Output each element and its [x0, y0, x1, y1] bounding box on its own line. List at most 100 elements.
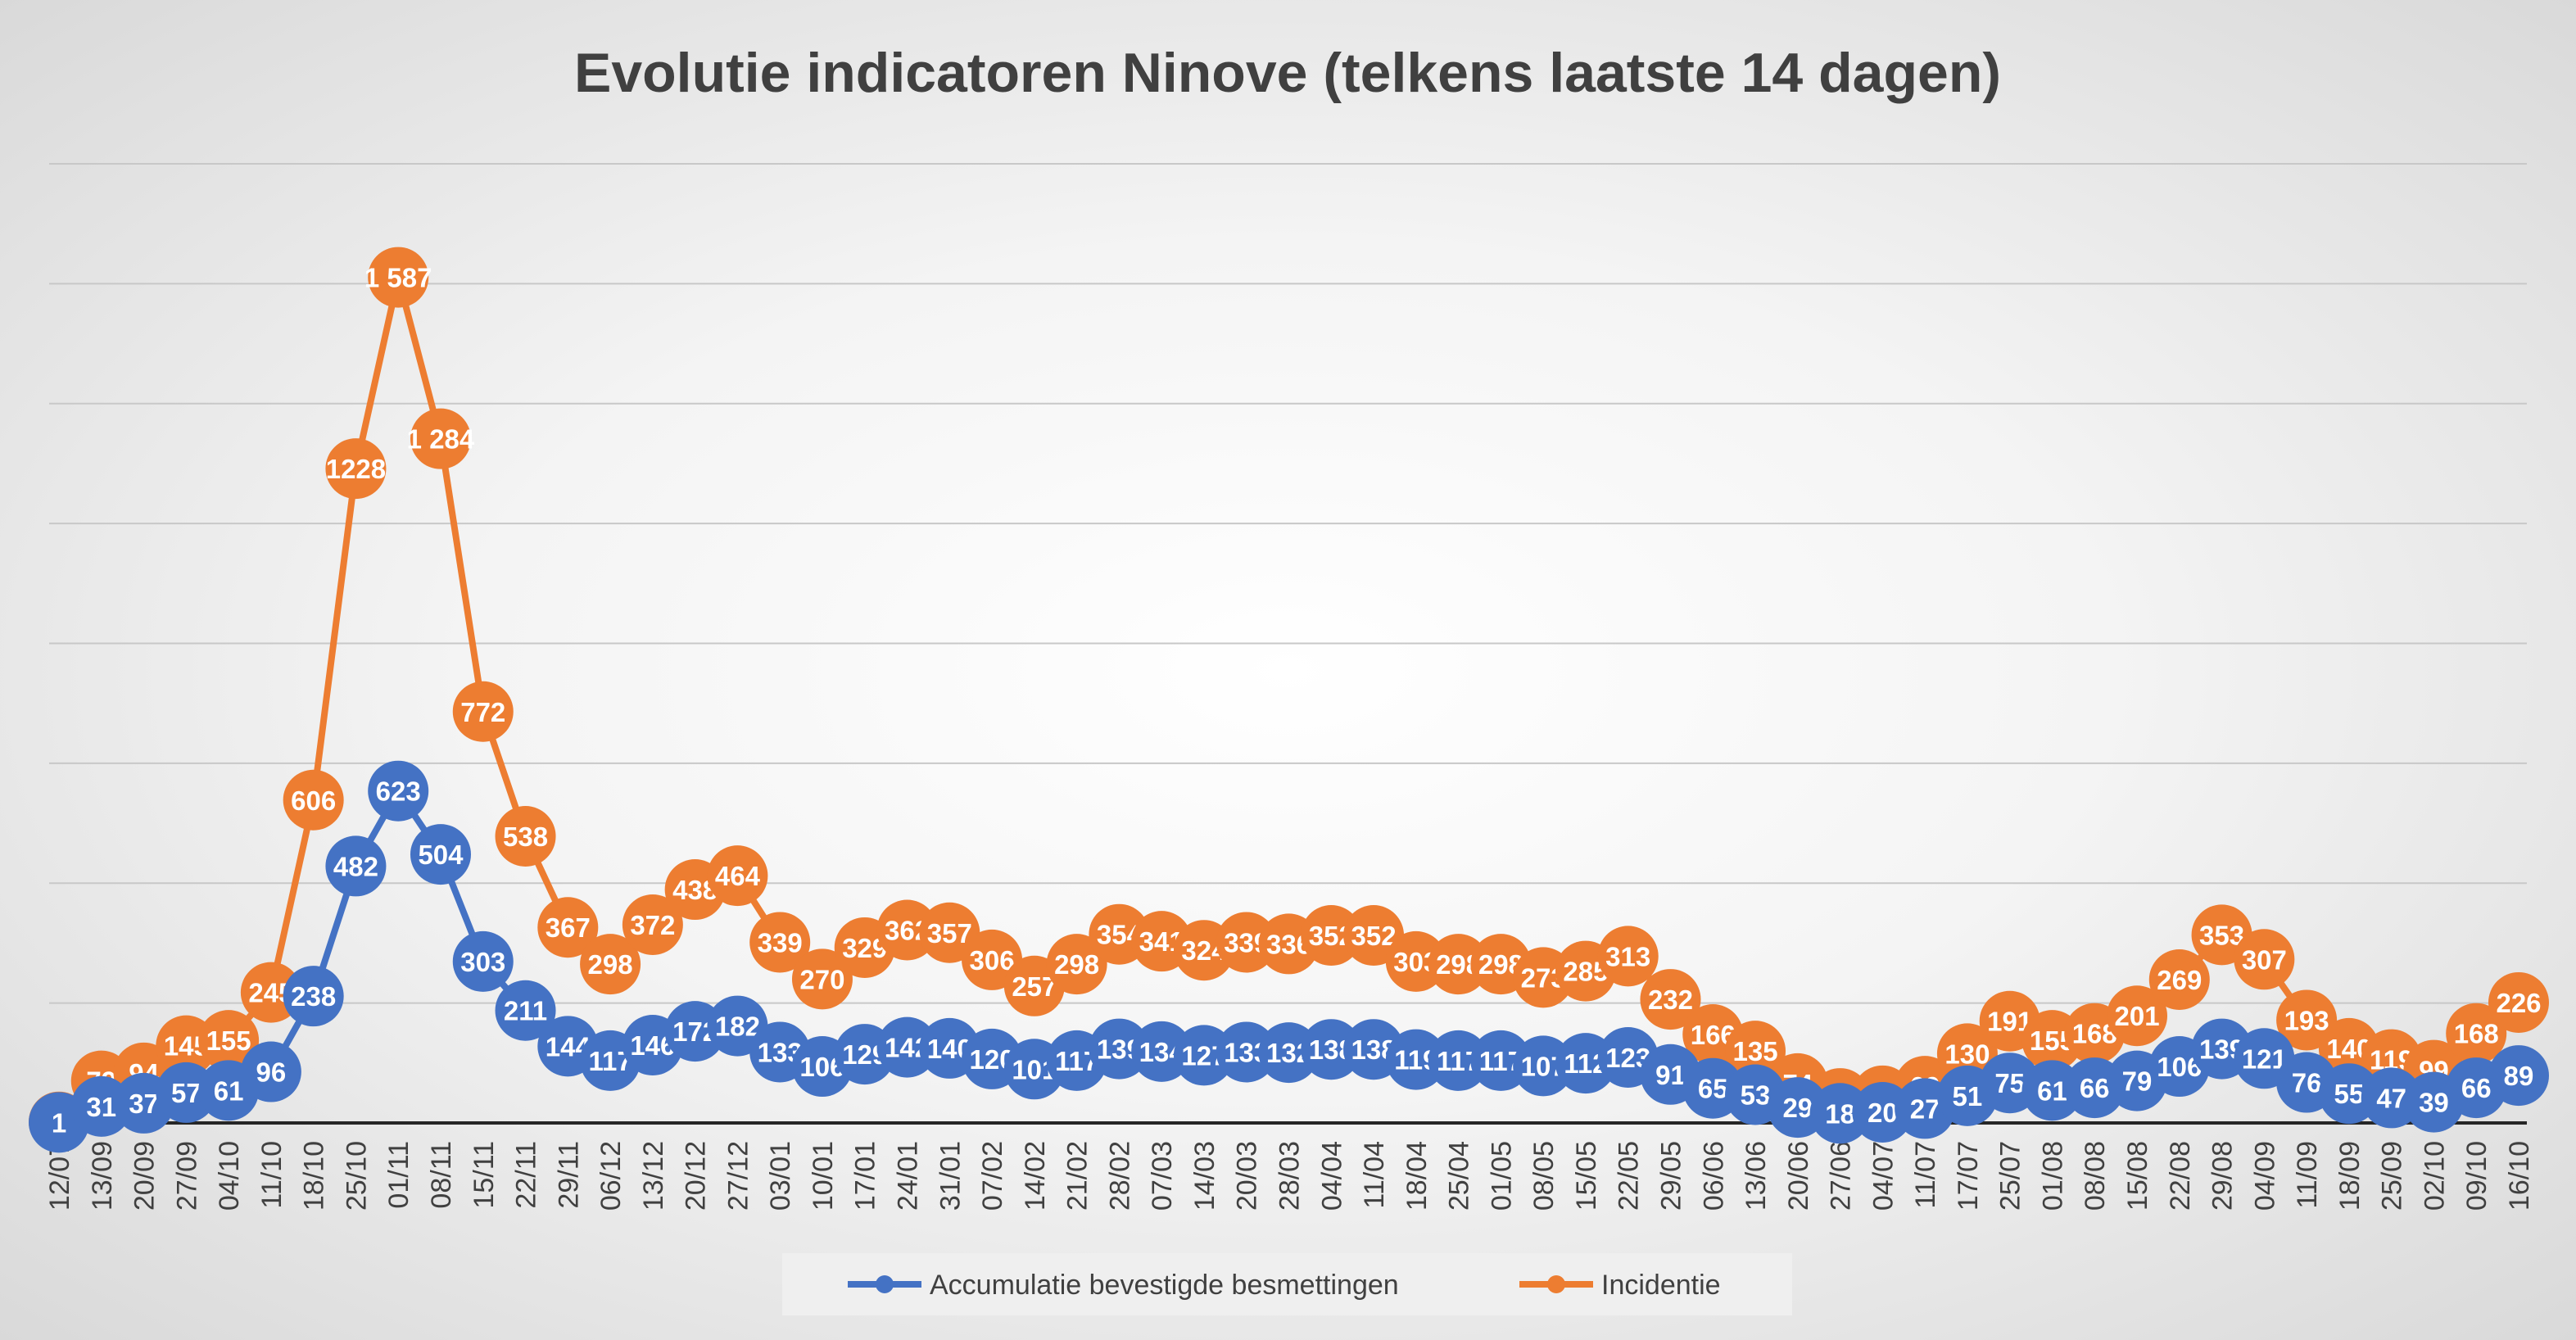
data-point — [580, 934, 641, 995]
data-point — [537, 897, 599, 958]
data-label: 357 — [927, 918, 972, 948]
data-label: 303 — [460, 947, 505, 977]
x-tick-label: 25/07 — [1995, 1141, 2026, 1211]
data-point — [495, 806, 556, 867]
legend: Accumulatie bevestigde besmettingen Inci… — [782, 1253, 1792, 1315]
x-tick-label: 04/09 — [2249, 1141, 2280, 1211]
x-tick-label: 16/10 — [2504, 1141, 2535, 1211]
data-point — [452, 930, 514, 992]
data-label: 270 — [799, 964, 844, 994]
data-point — [410, 824, 471, 885]
x-tick-label: 29/11 — [553, 1141, 584, 1209]
x-tick-label: 18/09 — [2334, 1141, 2365, 1211]
data-label: 772 — [460, 697, 505, 727]
data-label: 307 — [2242, 944, 2287, 975]
data-label: 193 — [2284, 1005, 2329, 1035]
x-tick-label: 17/07 — [1953, 1141, 1984, 1211]
data-label: 168 — [2454, 1019, 2499, 1049]
x-tick-label: 14/03 — [1189, 1141, 1220, 1211]
x-tick-label: 22/11 — [511, 1141, 542, 1209]
x-tick-label: 09/10 — [2461, 1141, 2492, 1211]
x-tick-label: 25/10 — [341, 1141, 372, 1211]
series-0-points: 131 37 57 619623848262350430321114411714617… — [29, 760, 2549, 1153]
data-point — [368, 760, 429, 822]
data-point — [2148, 949, 2210, 1011]
data-label: 79 — [2122, 1066, 2153, 1097]
data-point — [2446, 1003, 2507, 1064]
legend-swatch-marker-incidentie — [1547, 1275, 1565, 1293]
data-point — [1640, 969, 1701, 1030]
data-point — [368, 247, 429, 308]
data-label: 29 — [1782, 1093, 1813, 1123]
data-label: 66 — [2080, 1073, 2110, 1103]
x-tick-label: 28/03 — [1274, 1141, 1306, 1211]
data-point — [452, 681, 514, 742]
data-label: 37 — [129, 1089, 159, 1119]
x-tick-label: 29/05 — [1655, 1141, 1686, 1211]
data-point — [1046, 934, 1107, 995]
data-label: 61 — [2037, 1075, 2067, 1106]
data-point — [198, 1010, 260, 1071]
data-label: 31 — [86, 1092, 116, 1122]
data-label: 61 — [214, 1075, 244, 1106]
data-label: 623 — [376, 776, 421, 807]
x-tick-label: 10/01 — [808, 1141, 839, 1211]
x-tick-label: 01/11 — [383, 1141, 414, 1209]
data-label: 121 — [2242, 1043, 2287, 1074]
data-point — [876, 1016, 938, 1078]
data-label: 201 — [2114, 1001, 2159, 1031]
data-label: 130 — [1944, 1039, 1990, 1069]
x-tick-label: 02/10 — [2419, 1141, 2450, 1211]
x-tick-label: 28/02 — [1104, 1141, 1135, 1211]
gridlines — [49, 163, 2527, 1125]
data-label: 1 — [52, 1107, 66, 1138]
x-tick-label: 20/06 — [1783, 1141, 1814, 1211]
x-tick-label: 20/12 — [681, 1141, 712, 1211]
data-label: 51 — [1953, 1081, 1983, 1111]
x-tick-label: 01/08 — [2037, 1141, 2068, 1211]
x-tick-label: 08/11 — [426, 1141, 457, 1209]
data-label: 75 — [1994, 1068, 2025, 1098]
data-label: 182 — [715, 1012, 760, 1042]
data-label: 464 — [715, 861, 761, 891]
x-tick-label: 20/09 — [129, 1141, 161, 1211]
data-label: 226 — [2496, 988, 2541, 1018]
x-tick-label: 13/06 — [1741, 1141, 1772, 1211]
data-label: 135 — [1733, 1036, 1778, 1066]
data-label: 269 — [2157, 965, 2202, 995]
data-label: 232 — [1648, 985, 1693, 1015]
x-tick-label: 01/05 — [1486, 1141, 1517, 1211]
x-tick-label: 15/05 — [1571, 1141, 1602, 1211]
data-label: 1 284 — [407, 424, 475, 455]
data-label: 39 — [2419, 1088, 2449, 1118]
x-tick-label: 08/08 — [2080, 1141, 2111, 1211]
x-tick-label: 27/09 — [171, 1141, 202, 1211]
data-label: 57 — [171, 1078, 201, 1108]
data-label: 27 — [1910, 1093, 1940, 1124]
data-label: 1 587 — [364, 263, 432, 293]
data-label: 306 — [970, 945, 1015, 976]
x-tick-label: 15/11 — [469, 1141, 500, 1209]
x-tick-label: 25/04 — [1444, 1141, 1475, 1211]
data-point — [410, 408, 471, 469]
data-label: 339 — [758, 927, 803, 957]
x-axis-tick-labels: 12/07 13/09 20/09 27/09 04/10 11/10 18/10 25/10… — [44, 1141, 2535, 1211]
data-point — [622, 894, 683, 955]
x-tick-label: 20/03 — [1232, 1141, 1263, 1211]
data-label: 504 — [418, 840, 464, 870]
data-point — [325, 438, 387, 500]
data-label: 96 — [256, 1057, 287, 1088]
x-tick-label: 15/08 — [2122, 1141, 2153, 1211]
x-tick-label: 14/02 — [1020, 1141, 1051, 1211]
data-label: 65 — [1698, 1074, 1728, 1104]
data-label: 66 — [2461, 1073, 2492, 1103]
data-label: 91 — [1655, 1060, 1686, 1090]
data-point — [791, 948, 853, 1010]
data-point — [1428, 1030, 1489, 1091]
data-point — [1936, 1023, 1998, 1084]
data-point — [1725, 1021, 1786, 1082]
x-tick-label: 07/03 — [1147, 1141, 1178, 1211]
